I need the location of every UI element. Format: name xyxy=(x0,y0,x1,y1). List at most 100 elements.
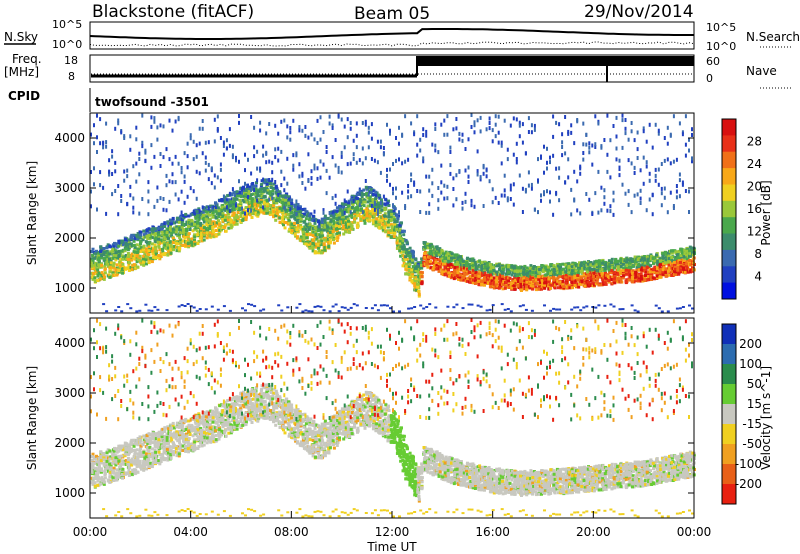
power-cell xyxy=(266,191,270,195)
power-cell xyxy=(159,255,163,258)
power-cell xyxy=(126,258,130,261)
power-cell xyxy=(491,200,494,205)
power-cell xyxy=(346,117,349,122)
power-cell xyxy=(565,285,569,289)
power-cell xyxy=(196,242,200,245)
power-cell xyxy=(483,271,487,275)
power-cell xyxy=(156,185,159,190)
power-cell xyxy=(112,244,116,248)
power-cell xyxy=(185,227,188,231)
power-cell xyxy=(550,276,554,280)
power-cell xyxy=(293,205,297,209)
power-cell xyxy=(354,215,358,219)
power-cell xyxy=(381,228,385,232)
power-cell xyxy=(402,259,406,262)
power-cell xyxy=(225,146,228,151)
power-cell xyxy=(136,247,140,251)
power-cell xyxy=(328,121,331,126)
power-cell xyxy=(342,221,346,224)
power-cell xyxy=(278,199,282,203)
power-cell xyxy=(95,249,98,253)
power-cell xyxy=(310,218,314,222)
power-cell xyxy=(299,223,303,227)
power-cell xyxy=(288,200,292,203)
noise-strip-frame xyxy=(89,21,695,50)
power-cell xyxy=(390,212,394,216)
power-cell xyxy=(425,264,429,268)
power-cell xyxy=(265,202,269,206)
power-cell xyxy=(540,155,542,160)
power-cell xyxy=(492,269,496,273)
power-cell xyxy=(534,271,538,275)
power-cell xyxy=(99,277,103,281)
power-cell xyxy=(447,256,451,260)
power-cell xyxy=(145,229,149,232)
power-cell xyxy=(294,234,298,238)
power-cell xyxy=(382,152,385,157)
power-cell xyxy=(244,309,247,312)
power-cell xyxy=(349,161,352,166)
power-cell xyxy=(232,208,236,212)
power-cell xyxy=(356,225,360,229)
power-cell xyxy=(482,276,486,280)
power-cell xyxy=(443,266,447,270)
power-cell xyxy=(163,221,167,225)
power-cell xyxy=(168,157,171,162)
power-cell xyxy=(105,211,108,216)
power-cell xyxy=(216,308,220,311)
power-cell xyxy=(559,269,563,273)
power-cell xyxy=(235,215,239,219)
power-cell xyxy=(393,212,397,216)
power-cell xyxy=(214,229,218,232)
power-cell xyxy=(556,271,560,275)
power-cell xyxy=(138,309,142,312)
power-cell xyxy=(116,270,119,274)
power-cell xyxy=(254,211,258,215)
power-cell xyxy=(471,264,475,268)
power-cell xyxy=(487,272,491,276)
power-cell xyxy=(154,227,158,231)
power-cell xyxy=(96,150,98,154)
power-cell xyxy=(90,204,92,209)
power-cell xyxy=(299,226,303,230)
power-cell xyxy=(208,213,212,217)
power-cell xyxy=(316,239,320,243)
power-cell xyxy=(200,239,204,243)
beam-title: Beam 05 xyxy=(354,4,430,24)
power-cell xyxy=(426,246,430,250)
power-cell xyxy=(187,244,191,247)
power-cell xyxy=(509,123,512,128)
freq-tick-bottom: 8 xyxy=(68,70,75,83)
power-cell xyxy=(419,189,422,194)
power-cell xyxy=(344,221,348,225)
power-cell xyxy=(501,270,505,274)
power-cell xyxy=(165,242,169,246)
power-cell xyxy=(409,259,412,263)
power-cell xyxy=(153,119,156,124)
power-cell xyxy=(251,207,255,211)
power-cell xyxy=(204,155,207,160)
power-cell xyxy=(404,255,408,259)
power-cell xyxy=(99,170,102,175)
power-cell xyxy=(350,215,354,219)
power-cell xyxy=(513,269,517,273)
power-cell xyxy=(253,202,257,206)
power-cell xyxy=(316,229,320,233)
power-cell xyxy=(346,135,349,140)
power-cell xyxy=(573,281,577,285)
power-cell xyxy=(332,219,336,223)
power-cell xyxy=(96,113,98,118)
power-cell xyxy=(361,161,364,166)
power-cell xyxy=(408,262,412,266)
power-cell xyxy=(281,195,285,199)
power-cell xyxy=(529,277,533,281)
power-cell xyxy=(322,309,326,312)
power-cell xyxy=(313,226,317,230)
power-cell xyxy=(413,180,416,185)
power-cell xyxy=(180,224,184,228)
power-cell xyxy=(515,160,518,165)
power-cell xyxy=(396,216,400,220)
power-cell xyxy=(211,215,215,219)
power-cell xyxy=(213,173,216,178)
power-cell xyxy=(467,303,471,306)
